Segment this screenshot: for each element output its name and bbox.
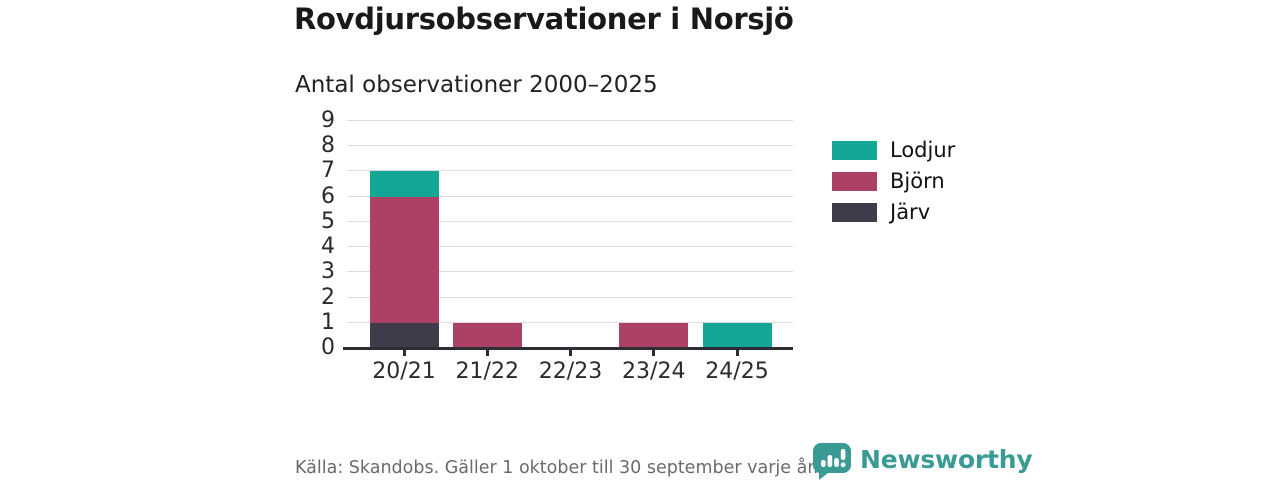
legend-label: Björn — [890, 169, 945, 193]
source-note: Källa: Skandobs. Gäller 1 oktober till 3… — [295, 458, 819, 478]
legend-label: Järv — [890, 200, 931, 224]
x-tick-label: 22/23 — [538, 359, 603, 384]
legend-swatch-lodjur — [832, 141, 877, 160]
newsworthy-logo: Newsworthy — [812, 442, 1033, 480]
y-tick-label: 5 — [321, 208, 335, 234]
gridline-y7 — [347, 170, 793, 172]
chart-subtitle: Antal observationer 2000–2025 — [295, 72, 658, 98]
bar-segment-21-22-björn — [452, 322, 522, 348]
x-tick-mark — [402, 349, 406, 356]
bar-segment-20-21-järv — [369, 322, 439, 348]
bar-segment-24-25-lodjur — [702, 322, 772, 348]
bar-segment-20-21-björn — [369, 196, 439, 323]
y-tick-label: 7 — [321, 158, 335, 184]
y-tick-label: 0 — [321, 335, 335, 360]
legend-item-lodjur: Lodjur — [832, 138, 956, 162]
x-tick-label: 23/24 — [622, 359, 686, 384]
legend-swatch-björn — [832, 172, 877, 191]
gridline-y9 — [347, 120, 793, 121]
newsworthy-logo-icon — [813, 443, 851, 480]
legend-label: Lodjur — [890, 138, 956, 162]
gridline-y4 — [347, 246, 793, 248]
y-tick-label: 1 — [321, 309, 335, 335]
gridline-y8 — [347, 145, 793, 147]
legend-item-järv: Järv — [832, 200, 955, 224]
x-tick-mark — [652, 349, 656, 356]
y-tick-label: 2 — [321, 284, 335, 310]
gridline-y6 — [347, 195, 793, 197]
newsworthy-wordmark: Newsworthy — [860, 445, 1033, 474]
gridline-y3 — [347, 271, 793, 273]
x-tick-mark — [735, 349, 739, 356]
chart-title: Rovdjursobservationer i Norsjö — [294, 2, 794, 36]
x-tick-label: 21/22 — [455, 359, 519, 384]
legend: Lodjur Björn Järv — [832, 138, 956, 234]
legend-item-björn: Björn — [832, 169, 955, 193]
x-tick-mark — [485, 349, 489, 356]
gridline-y1 — [347, 321, 793, 323]
y-tick-label: 9 — [321, 108, 335, 133]
y-tick-label: 8 — [321, 133, 335, 159]
y-tick-label: 3 — [321, 259, 335, 285]
y-tick-label: 6 — [321, 183, 335, 209]
plot-area — [343, 120, 793, 350]
x-tick-label: 24/25 — [705, 359, 769, 384]
gridline-y2 — [347, 296, 793, 298]
legend-swatch-järv — [832, 203, 877, 222]
x-axis-line — [343, 347, 793, 350]
gridline-y5 — [347, 220, 793, 222]
bar-segment-23-24-björn — [619, 322, 689, 348]
bar-segment-20-21-lodjur — [369, 171, 439, 197]
x-tick-label: 20/21 — [372, 359, 436, 384]
y-tick-label: 4 — [321, 234, 335, 260]
x-tick-mark — [569, 349, 572, 356]
